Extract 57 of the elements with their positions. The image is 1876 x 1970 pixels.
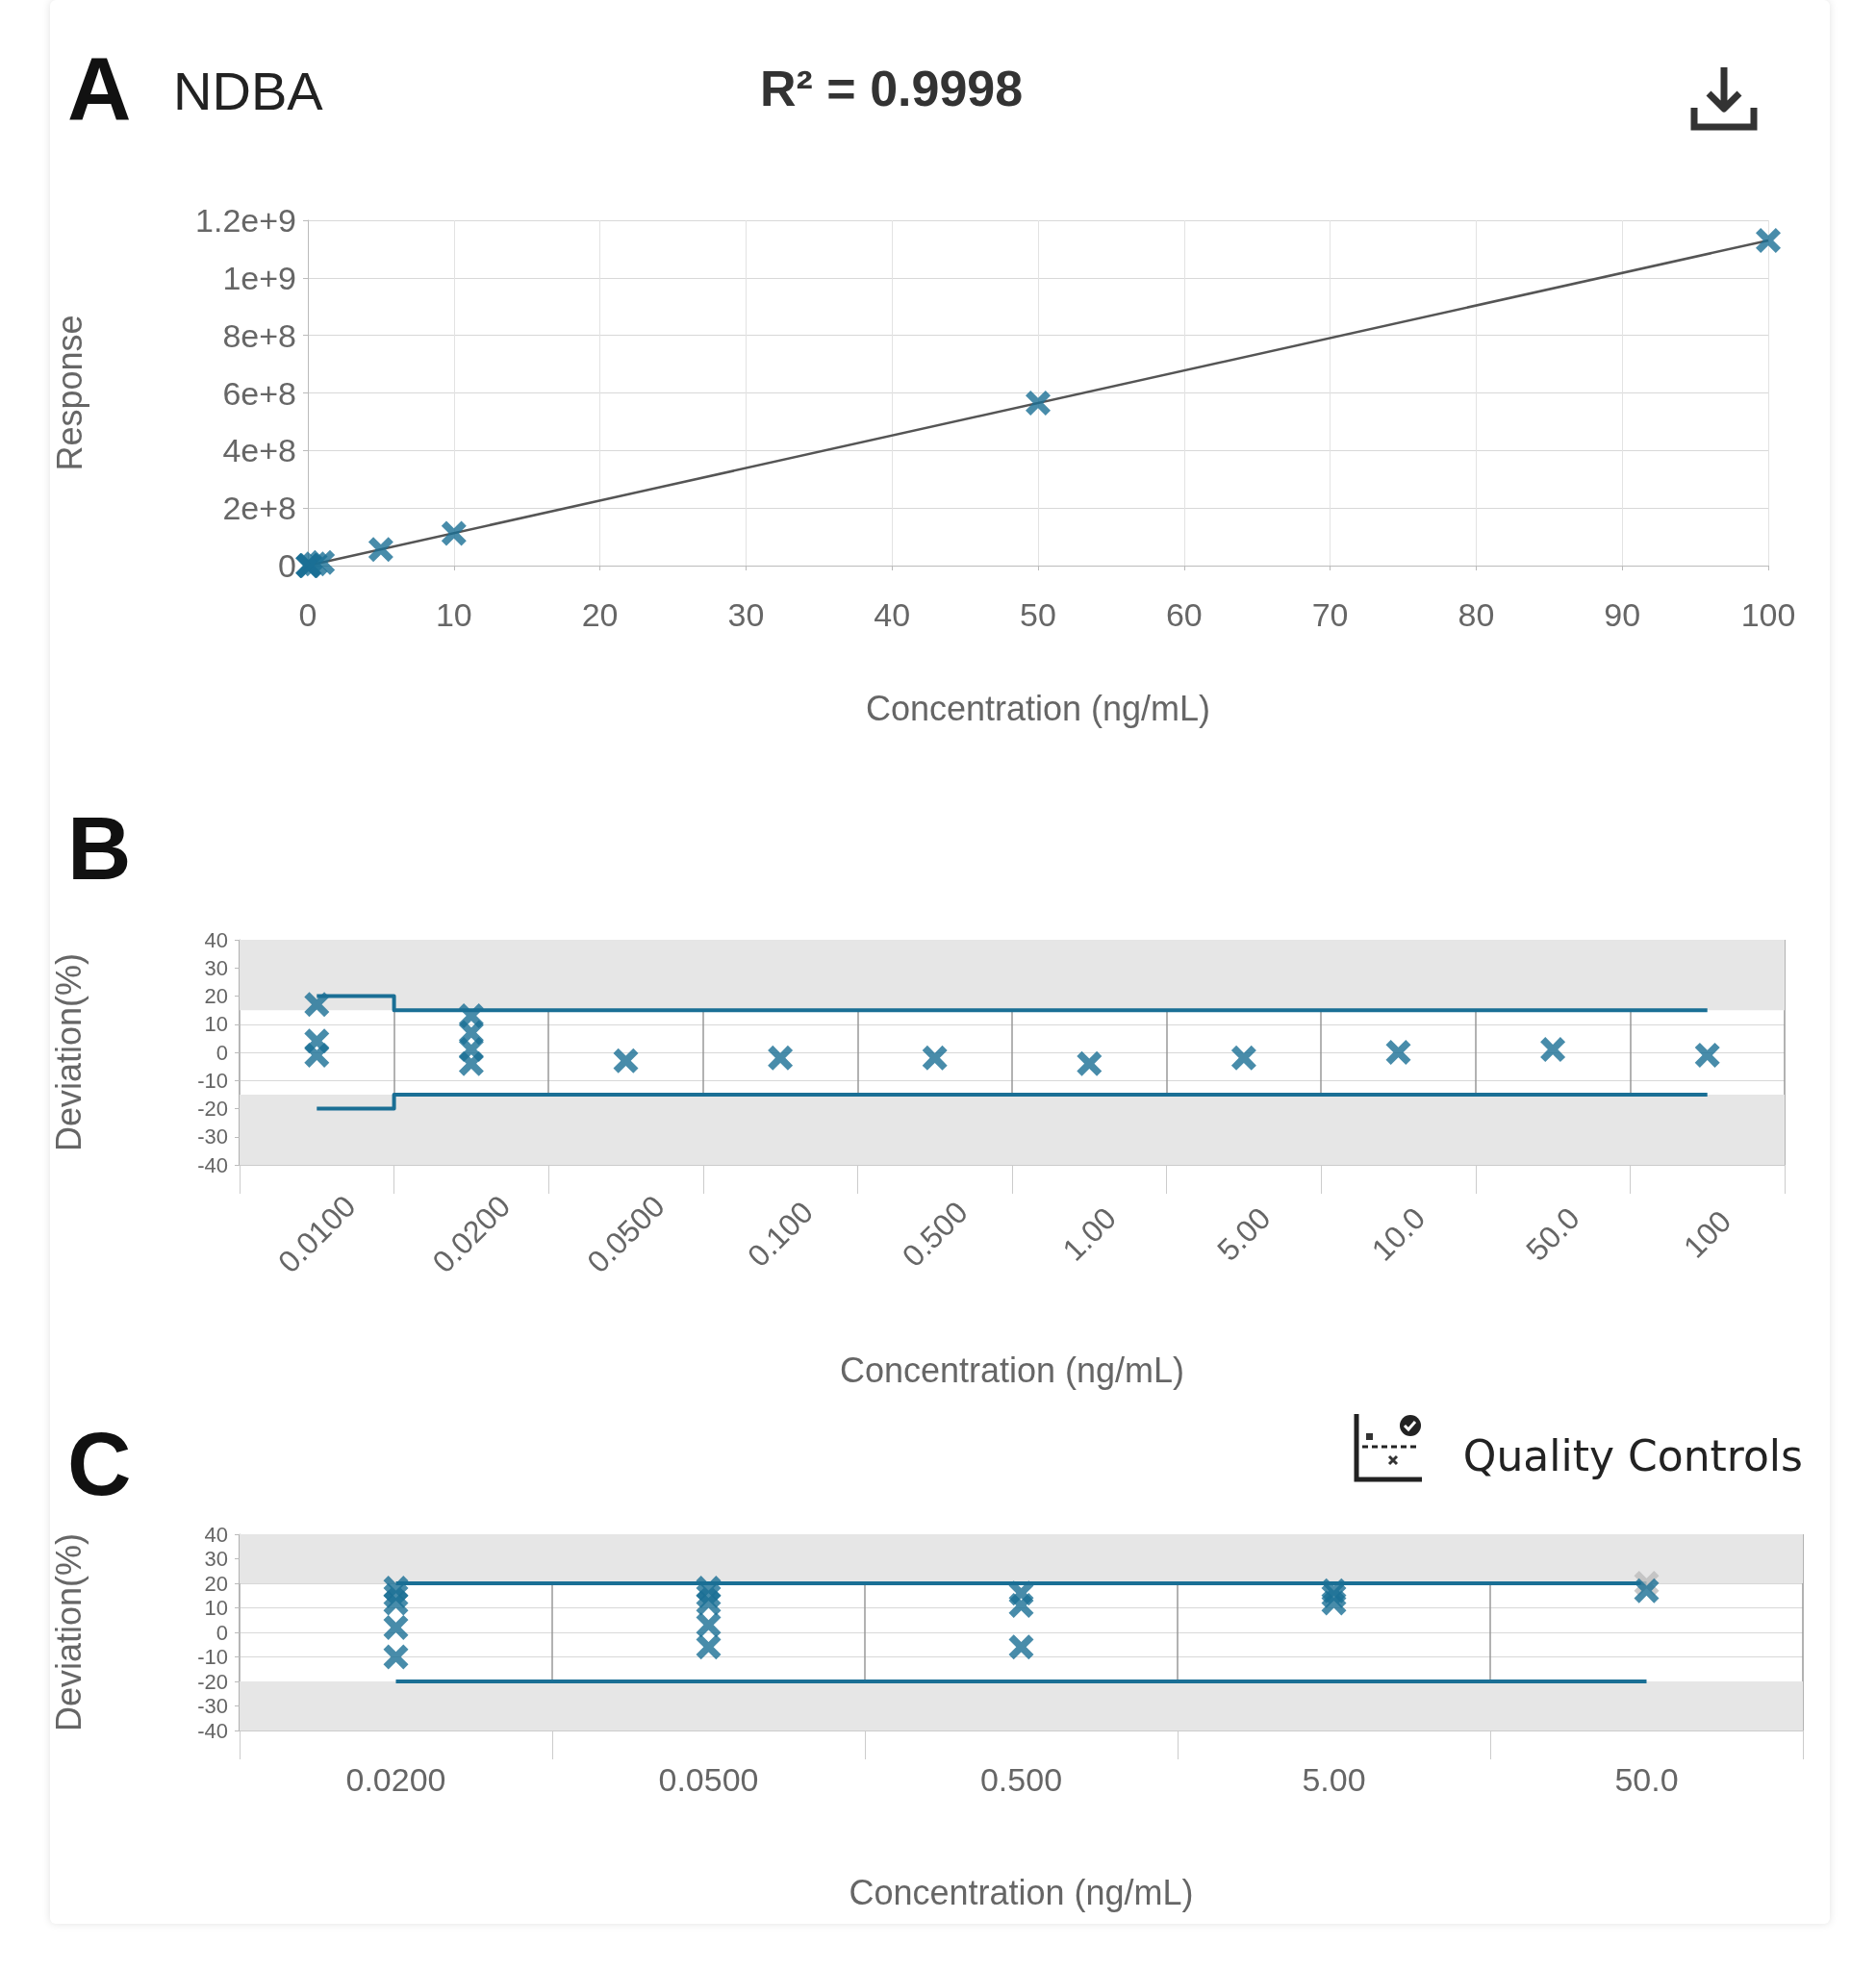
y-tick-label: 8e+8	[222, 316, 296, 354]
x-tick-label: 60	[1165, 596, 1203, 633]
x-axis-title: Concentration (ng/mL)	[849, 1872, 1194, 1912]
y-tick-label: 1.2e+9	[195, 202, 296, 239]
y-tick-label: 0	[278, 547, 296, 584]
y-tick-label: -20	[197, 1669, 228, 1694]
y-tick-label: 0	[215, 1620, 228, 1645]
y-tick-label: -10	[197, 1068, 228, 1093]
y-axis-title: Response	[49, 315, 89, 471]
y-tick-label: 0	[215, 1040, 228, 1065]
x-tick-label: 80	[1458, 596, 1495, 633]
y-tick-label: 4e+8	[222, 432, 296, 469]
x-tick-label: 20	[581, 596, 619, 633]
x-tick-label: 10.0	[1364, 1200, 1432, 1268]
x-tick-label: 90	[1604, 596, 1641, 633]
y-axis-title: Deviation(%)	[48, 952, 89, 1152]
x-tick-label: 100	[1740, 596, 1796, 633]
x-tick-label: 30	[727, 596, 765, 633]
x-tick-label: 0.0200	[345, 1761, 446, 1798]
x-tick-label: 0.500	[979, 1761, 1063, 1798]
y-tick-label: -40	[197, 1152, 228, 1177]
x-tick-label: 50	[1020, 596, 1056, 633]
x-tick-label: 0.0500	[658, 1761, 759, 1798]
y-tick-label: -10	[197, 1645, 228, 1669]
x-axis-title: Concentration (ng/mL)	[839, 1350, 1185, 1390]
y-tick-label: 30	[204, 955, 228, 980]
x-tick-label: 1.00	[1055, 1200, 1124, 1268]
text: Quality Controls	[1462, 1431, 1803, 1480]
x-tick-label: 50.0	[1614, 1761, 1679, 1798]
x-tick-label: 100	[1677, 1203, 1738, 1265]
text: C	[67, 1414, 132, 1515]
y-tick-label: 40	[204, 1522, 228, 1547]
y-tick-label: 40	[204, 927, 228, 952]
x-tick-label: 70	[1311, 596, 1349, 633]
y-tick-label: -20	[197, 1097, 228, 1121]
y-tick-label: 10	[204, 1596, 228, 1620]
y-tick-label: -30	[197, 1124, 228, 1149]
x-tick-label: 50.0	[1519, 1200, 1586, 1268]
x-tick-label: 40	[874, 596, 911, 633]
x-axis-title: Concentration (ng/mL)	[865, 688, 1211, 728]
y-tick-label: 30	[204, 1547, 228, 1571]
x-tick-label: 5.00	[1302, 1761, 1366, 1798]
x-tick-label: 5.00	[1210, 1200, 1278, 1268]
chart-subtitle: R² = 0.9998	[760, 60, 1024, 117]
y-tick-label: 1e+9	[222, 259, 296, 296]
y-tick-label: 20	[204, 984, 228, 1008]
y-tick-label: 10	[204, 1012, 228, 1037]
x-tick-label: 10	[435, 596, 472, 633]
y-tick-label: 2e+8	[222, 490, 296, 527]
y-tick-label: 20	[204, 1571, 228, 1596]
chart-title: NDBA	[173, 60, 323, 122]
y-tick-label: -40	[197, 1718, 228, 1743]
text: B	[67, 798, 132, 899]
y-tick-label: -30	[197, 1694, 228, 1718]
y-axis-title: Deviation(%)	[48, 1532, 89, 1732]
text: A	[67, 38, 132, 139]
y-tick-label: 6e+8	[222, 374, 296, 412]
